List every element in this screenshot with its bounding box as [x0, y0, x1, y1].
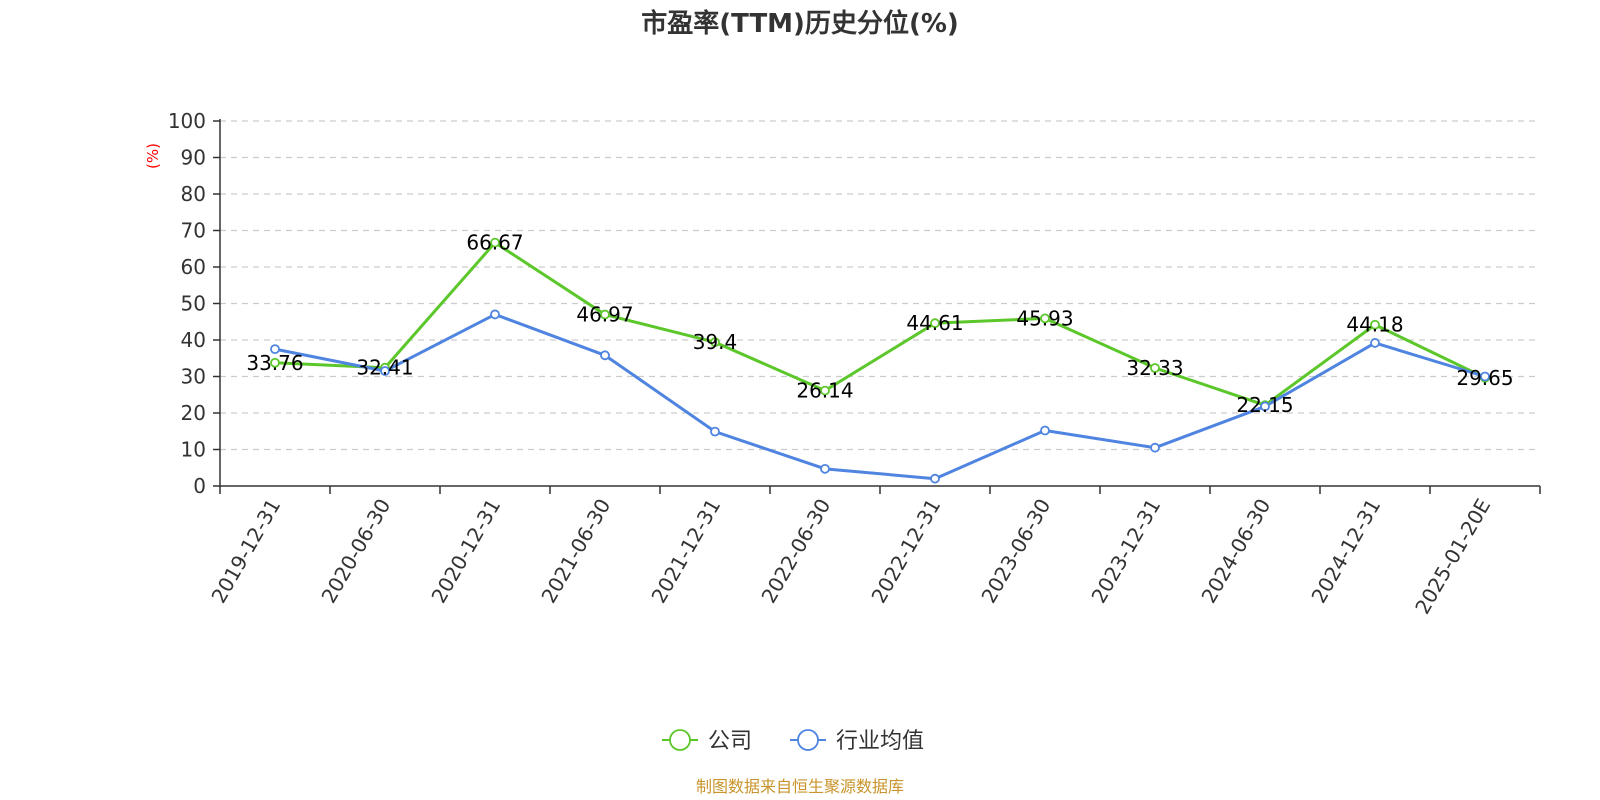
legend-label-1: 行业均值 [836, 729, 924, 754]
source-note: 制图数据来自恒生聚源数据库 [696, 777, 904, 796]
data-point [270, 344, 280, 355]
data-point [380, 366, 390, 376]
data-label: 44.61 [906, 311, 963, 335]
x-tick-labels: 2019-12-31 2020-06-30 2020-12-31 2021-06-30… [206, 495, 1495, 619]
x-tick-label: 2024-06-30 [1196, 495, 1275, 608]
data-point [490, 309, 500, 320]
data-label: 32.33 [1126, 356, 1183, 380]
data-point [600, 309, 610, 320]
data-point [1150, 363, 1160, 373]
data-label: 39.4 [693, 330, 738, 354]
data-point [820, 385, 830, 396]
data-point [930, 473, 940, 484]
y-tick-label: 70 [181, 219, 206, 243]
data-label: 66.67 [466, 231, 523, 255]
data-label: 44.18 [1346, 313, 1403, 337]
legend-label-0: 公司 [708, 729, 752, 754]
data-point [1370, 338, 1380, 348]
data-label: 29.65 [1456, 366, 1513, 390]
grid-lines [220, 120, 1540, 451]
axes [213, 119, 1541, 494]
data-label: 33.76 [246, 351, 303, 375]
x-tick-label: 2020-12-31 [426, 495, 505, 608]
legend-swatch-marker-0 [669, 729, 691, 751]
y-tick-label: 50 [181, 292, 206, 316]
y-tick-labels: 0 10 20 30 40 50 60 70 80 90 100 [168, 109, 206, 498]
x-tick-label: 2019-12-31 [206, 495, 285, 608]
y-tick-label: 80 [181, 182, 206, 206]
y-tick-label: 90 [181, 146, 206, 170]
series-line-0 [274, 241, 1486, 407]
data-point [710, 337, 720, 348]
x-tick-label: 2024-12-31 [1306, 495, 1385, 608]
y-tick-label: 0 [193, 474, 206, 498]
x-tick-label: 2021-06-30 [536, 495, 615, 608]
data-point [1040, 313, 1050, 324]
data-labels: 33.76 32.41 66.67 46.97 39.4 26.14 44.61 45.93 3… [246, 231, 1513, 417]
data-label: 26.14 [796, 379, 853, 403]
data-point [490, 237, 500, 248]
data-point [820, 463, 830, 474]
data-point [600, 350, 610, 361]
legend-swatch-marker-1 [797, 729, 819, 751]
x-tick-label: 2021-12-31 [646, 495, 725, 608]
data-label: 46.97 [576, 303, 633, 327]
y-tick-label: 60 [181, 255, 206, 279]
legend: 公司 行业均值 [662, 729, 924, 754]
x-tick-label: 2022-12-31 [866, 495, 945, 608]
data-point [1480, 371, 1490, 382]
y-tick-label: 40 [181, 328, 206, 352]
x-tick-label: 2023-06-30 [976, 495, 1055, 608]
data-point [1260, 401, 1270, 412]
y-tick-label: 100 [168, 109, 206, 133]
data-point [270, 357, 280, 368]
data-label: 22.15 [1236, 393, 1293, 417]
x-tick-label: 2020-06-30 [316, 495, 395, 608]
x-tick-label: 2025-01-20E [1410, 495, 1495, 619]
y-tick-label: 20 [181, 401, 206, 425]
data-point [1370, 319, 1380, 330]
y-tick-label: 30 [181, 365, 206, 389]
data-point [1150, 442, 1160, 453]
chart-title: 市盈率(TTM)历史分位(%) [641, 8, 959, 39]
data-point [930, 318, 940, 329]
series-line-1 [274, 312, 1486, 481]
y-tick-label: 10 [181, 438, 206, 462]
data-point [710, 426, 720, 437]
data-label: 32.41 [356, 356, 413, 380]
y-axis-label: (%) [144, 143, 162, 169]
series-layer [270, 237, 1490, 484]
x-tick-label: 2022-06-30 [756, 495, 835, 608]
data-label: 45.93 [1016, 306, 1073, 330]
x-tick-label: 2023-12-31 [1086, 495, 1165, 608]
data-point [1040, 425, 1050, 436]
